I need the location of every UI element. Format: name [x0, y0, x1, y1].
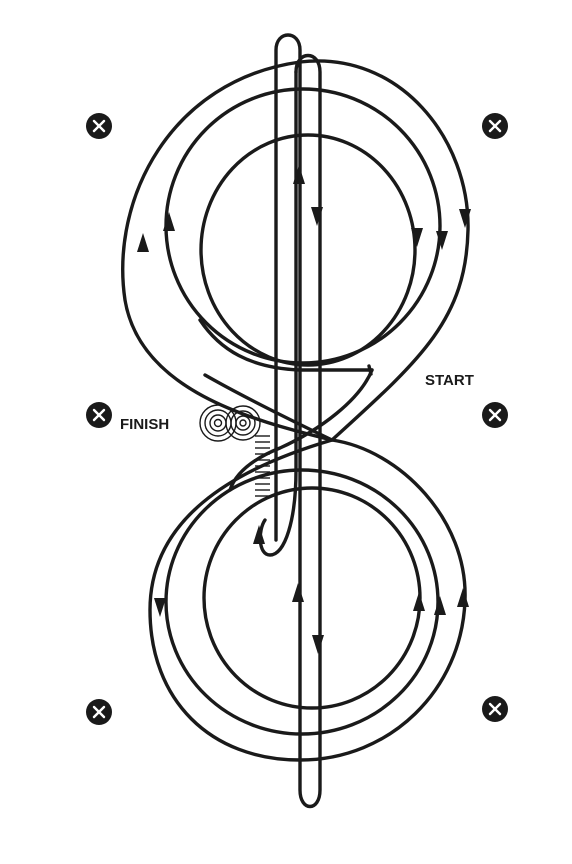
halt-hatch-marks — [255, 435, 270, 497]
bottom-loop-inner — [202, 486, 422, 710]
top-loop-inner — [199, 133, 417, 367]
start-approach-line — [198, 318, 374, 372]
arrow-up-icon — [457, 588, 469, 607]
cone-marker-middle-right — [482, 402, 508, 428]
direction-arrows — [137, 165, 471, 654]
arrow-up-icon — [413, 592, 425, 611]
top-loop-middle — [164, 87, 442, 365]
cone-marker-top-right — [482, 113, 508, 139]
arrow-down-icon — [459, 209, 471, 228]
finish-circles-icon — [199, 404, 261, 442]
start-label: START — [425, 372, 474, 389]
cone-marker-top-left — [86, 113, 112, 139]
arrow-down-icon — [312, 635, 324, 654]
arrow-up-icon — [163, 212, 175, 231]
arrow-up-icon — [293, 165, 305, 184]
finish-label: FINISH — [120, 416, 169, 433]
top-loop-outer — [121, 59, 470, 442]
arrow-down-icon — [154, 598, 166, 617]
cone-marker-bottom-left — [86, 699, 112, 725]
arrow-down-icon — [436, 231, 448, 250]
arrow-up-icon — [292, 583, 304, 602]
cone-marker-middle-left — [86, 402, 112, 428]
arrow-up-icon — [434, 596, 446, 615]
arrow-up-icon — [137, 233, 149, 252]
crossing-lines — [198, 318, 374, 492]
diagonal-start-line — [228, 368, 374, 492]
finish-approach-line — [203, 373, 334, 442]
bottom-loop-middle — [164, 468, 440, 736]
arrow-down-icon — [311, 207, 323, 226]
cone-marker-bottom-right — [482, 696, 508, 722]
center-lane-outer — [274, 33, 322, 809]
arrow-down-icon — [411, 228, 423, 247]
arrow-up-icon — [253, 525, 265, 544]
